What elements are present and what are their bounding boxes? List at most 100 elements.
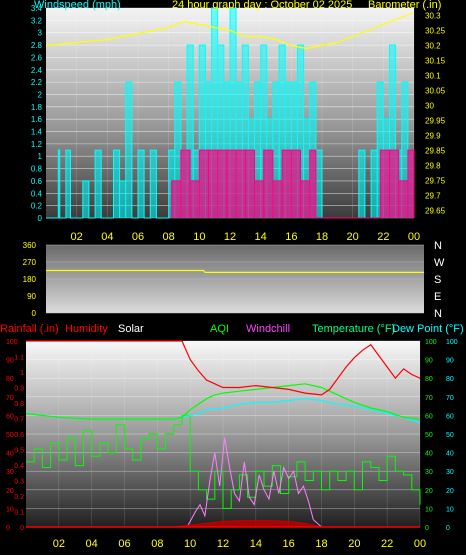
- axes-wind: 0 0.2 0.4 0.6 0.8 1 1.2 1.4 1.6 1.8 2 2.2 2.4 2.6 2.8 3…: [31, 4, 446, 243]
- wind-barometer-panel: 0 0.2 0.4 0.6 0.8 1 1.2 1.4 1.6 1.8 2 2.2 2.4 2.6 2.8 3…: [31, 0, 446, 243]
- rain-tick-label: 1: [20, 370, 24, 377]
- wind-tick-label: 2.6: [31, 53, 43, 62]
- wind-tick-label: 2.8: [31, 41, 43, 50]
- rain-tick-label: 0.6: [14, 432, 24, 439]
- rain-tick-label: 0.4: [14, 463, 24, 470]
- dewpoint-tick-label: 90: [446, 358, 454, 365]
- x-tick-label: 18: [315, 538, 327, 550]
- rain-tick-label: 0.5: [14, 448, 24, 455]
- barometer-tick-label: 30.2: [425, 42, 441, 51]
- x-tick-label: 08: [163, 231, 175, 243]
- aqi-series: [26, 414, 421, 509]
- barometer-tick-label: 30.15: [425, 57, 446, 66]
- barometer-axis-title: Barometer (.in): [368, 0, 441, 11]
- rain-tick-label: 0.9: [14, 386, 24, 393]
- series-wind: [45, 7, 415, 219]
- x-tick-label: 22: [381, 538, 393, 550]
- humidity-tick-label: 80: [6, 376, 14, 383]
- humidity-tick-label: 50: [6, 432, 14, 439]
- temperature-series: [25, 383, 421, 420]
- x-tick-label: 08: [151, 538, 163, 550]
- compass-label: W: [434, 257, 445, 269]
- x-tick-label: 06: [132, 231, 144, 243]
- dewpoint-tick-label: 40: [446, 451, 454, 458]
- graph-title: 24 hour graph day : October 02 2025: [172, 0, 352, 11]
- temperature-tick-label: 60: [425, 413, 433, 420]
- x-tick-label: 00: [408, 231, 420, 243]
- x-tick-label: 10: [184, 538, 196, 550]
- humidity-series: [26, 340, 421, 396]
- climate-panel: 010203040506070809010000.10.20.30.40.50.…: [0, 323, 464, 550]
- wind-tick-label: 0.8: [31, 165, 43, 174]
- humidity-tick-label: 90: [6, 358, 14, 365]
- temperature-tick-label: 80: [425, 376, 433, 383]
- temperature-tick-label: 100: [425, 339, 437, 346]
- barometer-tick-label: 29.75: [425, 177, 446, 186]
- temperature-tick-label: 70: [425, 395, 433, 402]
- x-tick-label: 12: [224, 231, 236, 243]
- compass-label: N: [434, 240, 442, 252]
- temperature-tick-label: 50: [425, 432, 433, 439]
- wind-tick-label: 1: [38, 152, 43, 161]
- x-tick-label: 18: [316, 231, 328, 243]
- rain-tick-label: 0.2: [14, 494, 24, 501]
- wind-tick-label: 0.6: [31, 177, 43, 186]
- grid-direction: [46, 244, 424, 314]
- x-tick-label: 10: [193, 231, 205, 243]
- barometer-tick-label: 29.7: [425, 192, 441, 201]
- direction-tick-label: 180: [23, 275, 37, 284]
- legend-solar: Solar: [118, 323, 144, 335]
- wind-tick-label: 0: [38, 214, 43, 223]
- dewpoint-tick-label: 50: [446, 432, 454, 439]
- compass-label: E: [434, 291, 441, 303]
- humidity-tick-label: 60: [6, 413, 14, 420]
- rain-tick-label: 0.8: [14, 401, 24, 408]
- dewpoint-tick-label: 80: [446, 376, 454, 383]
- wind-tick-label: 2: [38, 90, 43, 99]
- x-tick-label: 02: [71, 231, 83, 243]
- direction-tick-label: 0: [32, 309, 37, 318]
- rain-tick-label: 0.1: [14, 510, 24, 517]
- series-climate: [25, 340, 421, 528]
- x-tick-label: 16: [283, 538, 295, 550]
- legend-aqi: AQI: [210, 323, 229, 335]
- wind-tick-label: 1.2: [31, 140, 43, 149]
- x-tick-label: 22: [377, 231, 389, 243]
- humidity-tick-label: 0: [6, 525, 10, 532]
- legend-windchill: Windchill: [246, 323, 290, 335]
- direction-tick-label: 90: [27, 292, 36, 301]
- barometer-tick-label: 29.8: [425, 162, 441, 171]
- rain-tick-label: 1.1: [14, 355, 24, 362]
- barometer-tick-label: 29.95: [425, 117, 446, 126]
- barometer-tick-label: 30.1: [425, 72, 441, 81]
- barometer-tick-label: 29.9: [425, 132, 441, 141]
- humidity-tick-label: 20: [6, 488, 14, 495]
- barometer-tick-label: 30.25: [425, 27, 446, 36]
- rain-tick-label: 0: [20, 525, 24, 532]
- wind-tick-label: 1.6: [31, 115, 43, 124]
- legend-temperature: Temperature (°F): [312, 323, 395, 335]
- x-tick-label: 20: [348, 538, 360, 550]
- dewpoint-tick-label: 100: [446, 339, 458, 346]
- direction-tick-label: 270: [23, 258, 37, 267]
- wind-tick-label: 0.2: [31, 202, 43, 211]
- wind-tick-label: 3.4: [31, 4, 43, 13]
- dewpoint-tick-label: 60: [446, 413, 454, 420]
- barometer-tick-label: 30: [425, 102, 434, 111]
- wind-tick-label: 0.4: [31, 189, 43, 198]
- barometer-tick-label: 29.85: [425, 147, 446, 156]
- x-tick-label: 06: [118, 538, 130, 550]
- x-tick-label: 04: [101, 231, 113, 243]
- humidity-tick-label: 10: [6, 506, 14, 513]
- humidity-tick-label: 40: [6, 451, 14, 458]
- x-tick-label: 00: [414, 538, 426, 550]
- dewpoint-tick-label: 30: [446, 469, 454, 476]
- dewpoint-tick-label: 0: [446, 525, 450, 532]
- windchill-series: [26, 437, 420, 528]
- series-direction: [46, 269, 424, 273]
- x-tick-label: 02: [53, 538, 65, 550]
- x-tick-label: 20: [347, 231, 359, 243]
